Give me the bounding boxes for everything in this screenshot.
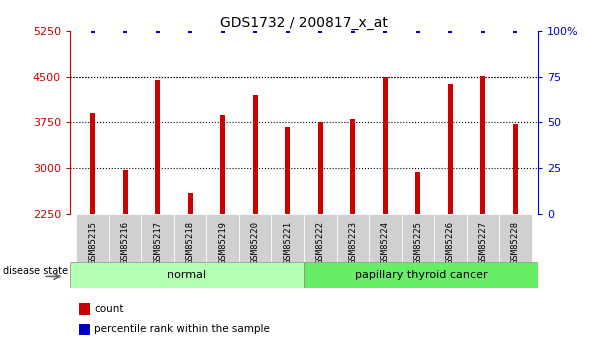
Bar (401, 214, 434, 262)
Bar (272, 214, 304, 262)
Bar (77, 214, 109, 262)
Text: papillary thyroid cancer: papillary thyroid cancer (354, 270, 488, 280)
Bar (434, 214, 466, 262)
Bar (253, 95, 258, 214)
Point (88, 28, 97, 34)
Text: GSM85223: GSM85223 (348, 221, 358, 264)
Text: GSM85219: GSM85219 (218, 221, 227, 264)
Point (511, 28, 520, 34)
Title: GDS1732 / 200817_x_at: GDS1732 / 200817_x_at (220, 16, 388, 30)
Bar (350, 119, 355, 214)
Text: GSM85220: GSM85220 (250, 221, 260, 264)
Text: normal: normal (167, 270, 207, 280)
Bar (142, 214, 174, 262)
Text: GSM85221: GSM85221 (283, 221, 292, 264)
Point (218, 28, 227, 34)
Text: GSM85227: GSM85227 (478, 221, 487, 264)
Text: percentile rank within the sample: percentile rank within the sample (94, 324, 270, 334)
Bar (336, 214, 369, 262)
Point (348, 28, 358, 34)
Point (185, 28, 195, 34)
Point (478, 28, 488, 34)
Bar (207, 214, 239, 262)
Bar (499, 214, 531, 262)
Text: GSM85224: GSM85224 (381, 221, 390, 264)
Point (120, 28, 130, 34)
Bar (369, 214, 401, 262)
Text: count: count (94, 304, 124, 314)
Bar (415, 172, 420, 214)
Bar (480, 76, 485, 214)
Text: GSM85217: GSM85217 (153, 221, 162, 264)
Bar (109, 214, 142, 262)
Bar (304, 214, 336, 262)
Bar (513, 124, 518, 214)
Bar (155, 80, 160, 214)
Text: GSM85215: GSM85215 (88, 221, 97, 264)
Bar (174, 214, 207, 262)
Bar (285, 127, 290, 214)
Text: GSM85226: GSM85226 (446, 221, 455, 264)
Text: GSM85222: GSM85222 (316, 221, 325, 264)
Bar (383, 77, 388, 214)
Text: GSM85225: GSM85225 (413, 221, 423, 264)
Point (283, 28, 292, 34)
Point (446, 28, 455, 34)
Text: GSM85216: GSM85216 (121, 221, 130, 264)
Point (316, 28, 325, 34)
Point (153, 28, 162, 34)
Bar (448, 84, 453, 214)
Text: GSM85228: GSM85228 (511, 221, 520, 264)
Bar (304, 262, 538, 288)
Bar (79, 324, 89, 335)
Bar (466, 214, 499, 262)
Bar (90, 113, 95, 214)
Bar (79, 304, 89, 315)
Point (250, 28, 260, 34)
Bar (188, 193, 193, 214)
Bar (239, 214, 272, 262)
Point (413, 28, 423, 34)
Text: disease state: disease state (4, 266, 69, 276)
Bar (70, 262, 304, 288)
Bar (318, 122, 323, 214)
Text: GSM85218: GSM85218 (185, 221, 195, 264)
Bar (220, 115, 225, 214)
Bar (123, 170, 128, 214)
Point (381, 28, 390, 34)
